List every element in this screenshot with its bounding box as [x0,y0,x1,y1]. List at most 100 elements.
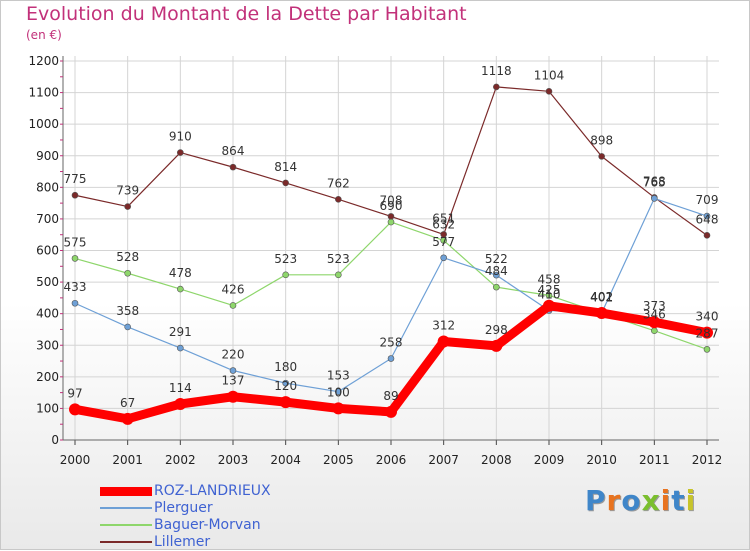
x-tick-label: 2009 [534,453,565,467]
x-tick-label: 2008 [481,453,512,467]
data-point [493,83,500,91]
data-label: 739 [116,184,139,198]
data-point [543,299,555,312]
legend-label: Plerguer [154,500,213,516]
data-point [282,379,289,387]
x-tick-label: 2002 [165,453,196,467]
data-label: 651 [432,211,455,225]
x-tick-label: 2005 [323,453,354,467]
data-point [701,326,713,339]
data-point [490,339,503,352]
y-tick-label: 500 [36,275,59,289]
data-label: 180 [274,360,297,374]
data-label: 153 [327,369,350,383]
y-tick-label: 0 [51,433,59,447]
logo-letter: i [660,484,672,517]
data-point [648,316,661,329]
data-label: 768 [643,174,666,188]
data-point [437,335,450,348]
data-label: 287 [696,326,719,340]
data-label: 89 [383,389,398,403]
data-label: 258 [380,336,403,350]
data-label: 814 [274,160,297,174]
data-point [387,213,395,220]
x-tick-label: 2007 [428,453,459,467]
data-label: 358 [116,304,139,318]
data-point [124,323,131,331]
data-point [71,299,79,307]
legend-swatch [100,507,152,509]
data-label: 458 [538,272,561,286]
logo-letter: x [641,484,661,517]
data-point [282,271,289,279]
x-tick-label: 2012 [692,453,723,467]
y-tick-label: 1100 [28,86,59,100]
data-label: 410 [538,288,561,302]
data-label: 478 [169,266,192,280]
data-label: 762 [327,176,350,190]
x-tick-label: 2001 [112,453,143,467]
data-point [595,307,608,320]
data-label: 114 [169,381,192,395]
data-label: 765 [643,175,666,189]
data-point [387,355,395,362]
data-point [703,212,711,220]
data-label: 775 [64,172,87,186]
data-label: 97 [67,386,82,400]
data-point [124,269,131,277]
data-label: 402 [590,290,613,304]
data-point [703,346,711,353]
data-label: 137 [222,374,245,388]
data-point [279,396,292,409]
logo-letter: o [621,484,642,517]
data-label: 632 [432,217,455,231]
logo-letter: t [671,484,686,517]
data-point [651,195,658,202]
legend-swatch [100,486,152,496]
legend-swatch [100,524,152,526]
data-point [651,327,658,335]
data-label: 577 [432,235,455,249]
data-label: 298 [485,323,508,337]
data-label: 522 [485,252,508,266]
y-tick-label: 700 [36,212,59,226]
x-tick-label: 2010 [586,453,617,467]
data-point [177,285,184,293]
chart-title: Evolution du Montant de la Dette par Hab… [26,3,467,25]
data-label: 1118 [481,64,512,78]
chart-subtitle: (en €) [26,28,62,42]
legend-swatch [100,541,152,543]
data-point [440,237,447,244]
data-point [335,196,342,203]
x-tick-label: 2006 [376,453,407,467]
y-tick-label: 900 [36,149,59,163]
data-point [493,271,500,279]
data-point [227,390,239,403]
data-label: 220 [222,348,245,362]
data-point [124,203,131,210]
data-point [385,405,397,418]
data-label: 426 [222,282,245,296]
legend-label: Lillemer [154,534,211,550]
data-point [229,302,237,309]
data-label: 898 [590,133,613,147]
data-label: 523 [274,252,297,266]
x-tick-label: 2000 [60,453,91,467]
data-label: 291 [169,325,192,339]
x-tick-label: 2004 [270,453,301,467]
data-label: 312 [432,318,455,332]
y-tick-label: 100 [36,401,59,415]
data-label: 340 [696,310,719,324]
logo-letter: i [685,484,697,517]
data-label: 528 [116,250,139,264]
y-tick-label: 800 [36,180,59,194]
legend-label: Baguer-Morvan [154,517,261,533]
data-point [229,367,237,374]
data-label: 648 [696,212,719,226]
data-label: 864 [222,144,245,158]
x-tick-label: 2003 [218,453,249,467]
data-point [282,179,289,187]
data-label: 67 [120,396,135,410]
y-tick-label: 1200 [28,54,59,68]
